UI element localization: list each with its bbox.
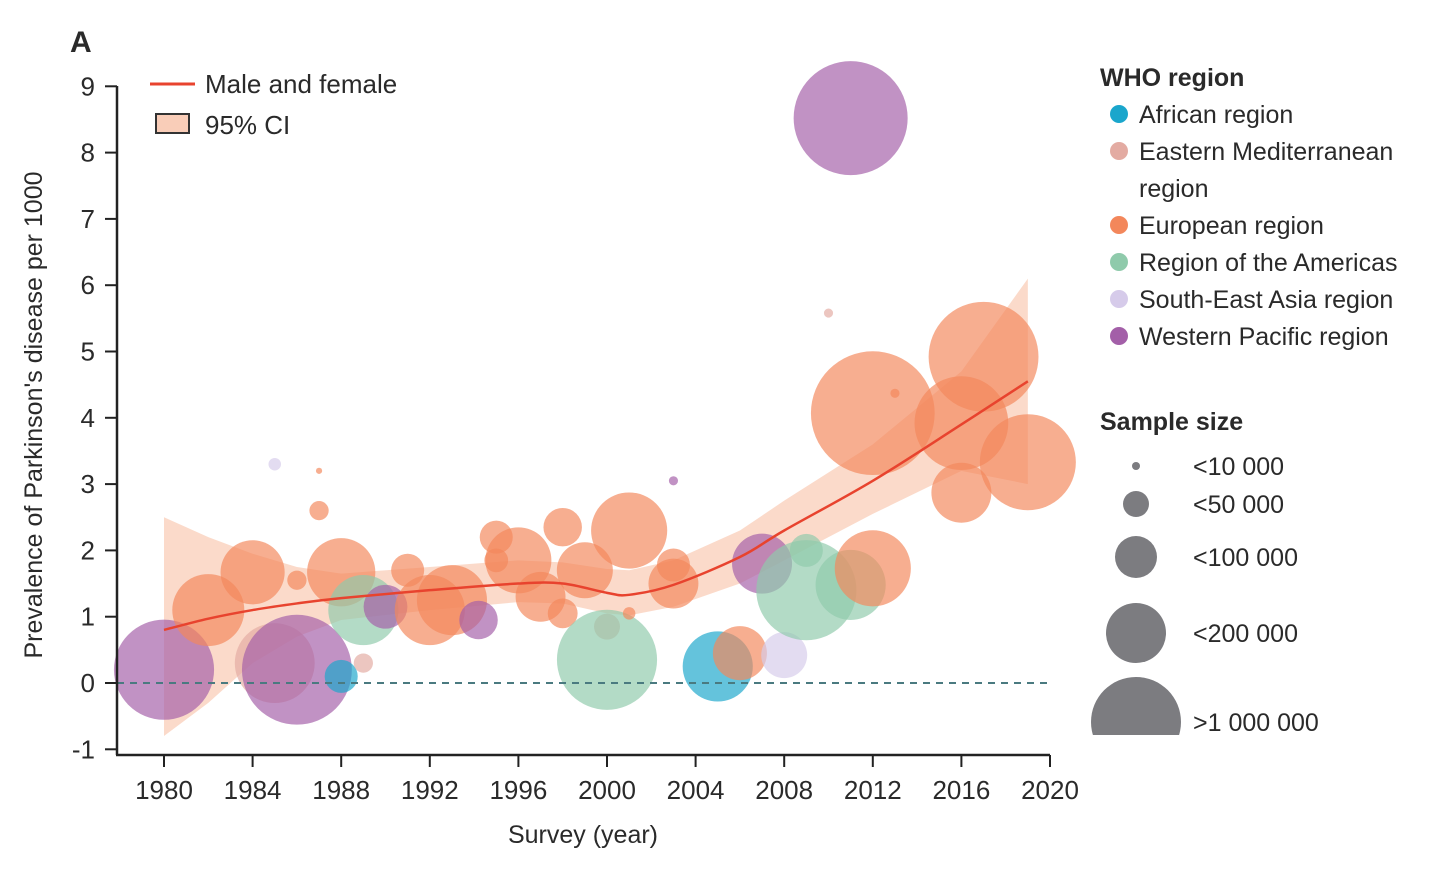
legend-swatch-afr: [1110, 105, 1128, 123]
y-axis-label: Prevalence of Parkinson's disease per 10…: [20, 171, 48, 658]
legend-swatch-amr: [1110, 253, 1128, 271]
x-tick-label: 2000: [578, 775, 636, 805]
bubble-eur: [484, 548, 509, 573]
legend-swatch-eur: [1110, 216, 1128, 234]
bubble-eur: [656, 548, 690, 582]
bubble-sear: [268, 457, 281, 471]
size-legend-label: <10 000: [1193, 453, 1284, 481]
size-legend-swatch: [1115, 536, 1157, 578]
legend-label-afr: African region: [1139, 101, 1293, 129]
fit-legend-line-label: Male and female: [205, 69, 397, 99]
y-tick-label: 6: [81, 270, 95, 300]
bubble-sear: [761, 632, 808, 679]
size-legend-label: >1 000 000: [1193, 709, 1319, 737]
bubble-amr: [789, 533, 823, 567]
size-legend: Sample size <10 000 <50 000 <100 000 <200 0…: [1091, 408, 1319, 737]
axes: -1 0 1 2 3 4 5 6 7 8 9 1980 1984 1988 1992 1996 2000 2004…: [72, 71, 1079, 805]
bubble-wpr: [459, 600, 498, 640]
size-legend-label: <200 000: [1193, 620, 1298, 648]
legend-label-sear: South-East Asia region: [1139, 286, 1393, 314]
legend-label-emr: region: [1139, 175, 1209, 203]
x-tick-label: 1988: [312, 775, 370, 805]
legend-label-eur: European region: [1139, 212, 1324, 240]
x-tick-label: 2008: [755, 775, 813, 805]
x-axis-label: Survey (year): [508, 821, 658, 849]
bubble-eur: [543, 507, 582, 547]
bubble-wpr: [793, 61, 908, 176]
legend-label-emr: Eastern Mediterranean: [1139, 138, 1393, 166]
bubble-eur: [172, 574, 245, 647]
fit-legend: Male and female 95% CI: [150, 69, 397, 140]
x-tick-label: 2016: [932, 775, 990, 805]
region-legend-title: WHO region: [1100, 64, 1244, 92]
x-tick-label: 1992: [401, 775, 459, 805]
y-tick-label: -1: [72, 734, 95, 764]
x-tick-label: 2012: [844, 775, 902, 805]
bubble-emr: [353, 653, 373, 673]
fit-line-layer: [163, 380, 1029, 632]
region-legend: WHO region African region Eastern Mediter…: [1100, 64, 1397, 351]
ci-legend-swatch: [155, 113, 190, 134]
ci-band: [164, 278, 1028, 737]
bubble-amr: [556, 609, 658, 710]
y-tick-label: 8: [81, 138, 95, 168]
bubble-wpr: [241, 614, 352, 725]
bubble-layer: [113, 61, 1076, 725]
ci-legend-label: 95% CI: [205, 110, 290, 140]
bubble-wpr: [668, 476, 679, 486]
bubble-eur: [712, 626, 767, 681]
bubble-eur: [890, 388, 900, 398]
size-legend-label: <100 000: [1193, 544, 1298, 572]
bubble-eur: [810, 351, 935, 476]
bubble-eur: [979, 414, 1076, 511]
y-tick-label: 9: [81, 71, 95, 101]
bubble-wpr: [113, 619, 215, 720]
y-tick-label: 0: [81, 668, 95, 698]
bubble-eur: [591, 492, 668, 569]
bubble-eur: [309, 500, 329, 521]
x-tick-label: 2004: [667, 775, 725, 805]
bubble-eur: [220, 540, 285, 605]
legend-label-amr: Region of the Americas: [1139, 249, 1397, 277]
size-legend-swatch: [1123, 491, 1149, 517]
bubble-eur: [931, 462, 992, 523]
legend-swatch-sear: [1110, 290, 1128, 308]
y-tick-label: 2: [81, 535, 95, 565]
bubble-eur: [287, 570, 307, 590]
y-tick-label: 3: [81, 469, 95, 499]
x-tick-label: 1996: [489, 775, 547, 805]
bubble-eur: [834, 530, 911, 607]
y-tick-label: 4: [81, 403, 95, 433]
bubble-eur: [622, 607, 636, 620]
bubble-eur: [315, 467, 323, 474]
y-tick-label: 7: [81, 204, 95, 234]
fit-line: [163, 380, 1029, 632]
x-tick-label: 2020: [1021, 775, 1079, 805]
x-tick-label: 1984: [224, 775, 282, 805]
size-legend-swatch: [1091, 677, 1181, 735]
bubble-eur: [547, 598, 578, 629]
legend-label-wpr: Western Pacific region: [1139, 323, 1389, 351]
panel-label: A: [70, 26, 92, 59]
size-legend-swatch: [1132, 462, 1140, 470]
bubble-emr: [823, 308, 834, 318]
size-legend-label: <50 000: [1193, 491, 1284, 519]
legend-swatch-emr: [1110, 142, 1128, 160]
x-tick-label: 1980: [135, 775, 193, 805]
y-tick-label: 1: [81, 602, 95, 632]
size-legend-title: Sample size: [1100, 408, 1243, 436]
legend-swatch-wpr: [1110, 327, 1128, 345]
bubble-afr: [324, 659, 358, 693]
y-tick-label: 5: [81, 337, 95, 367]
size-legend-swatch: [1106, 603, 1166, 663]
ci-band-layer: [164, 278, 1028, 737]
